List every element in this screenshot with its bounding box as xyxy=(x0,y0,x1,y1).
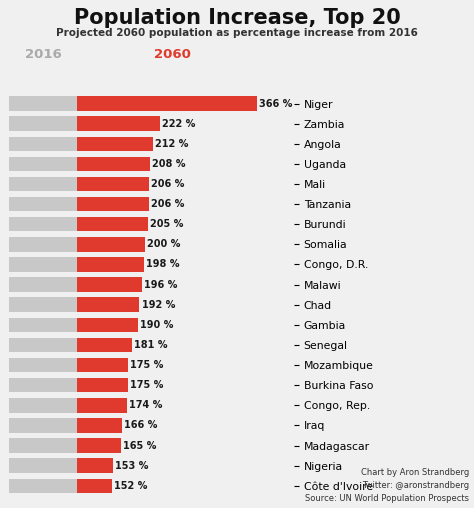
Text: 165 %: 165 % xyxy=(123,440,156,451)
Text: 2060: 2060 xyxy=(154,48,191,61)
Bar xyxy=(9,116,77,131)
Text: 222 %: 222 % xyxy=(162,119,195,129)
Text: 174 %: 174 % xyxy=(129,400,163,410)
Text: Chart by Aron Strandberg
Twitter: @aronstrandberg
Source: UN World Population Pr: Chart by Aron Strandberg Twitter: @arons… xyxy=(305,467,469,503)
Bar xyxy=(9,358,128,372)
Bar xyxy=(9,378,77,392)
Text: 205 %: 205 % xyxy=(150,219,184,229)
Bar xyxy=(9,156,77,171)
Bar xyxy=(9,217,77,232)
Text: 212 %: 212 % xyxy=(155,139,189,149)
Bar xyxy=(9,298,139,312)
Text: 181 %: 181 % xyxy=(134,340,168,350)
Bar xyxy=(9,257,77,272)
Bar xyxy=(9,197,149,211)
Bar xyxy=(9,418,77,433)
Text: Projected 2060 population as percentage increase from 2016: Projected 2060 population as percentage … xyxy=(56,28,418,38)
Text: 152 %: 152 % xyxy=(114,481,148,491)
Bar xyxy=(9,298,77,312)
Bar xyxy=(9,438,77,453)
Bar xyxy=(9,458,113,473)
Text: 208 %: 208 % xyxy=(152,159,186,169)
Bar xyxy=(9,438,121,453)
Text: 190 %: 190 % xyxy=(140,320,173,330)
Bar xyxy=(9,318,138,332)
Text: 198 %: 198 % xyxy=(146,260,179,269)
Text: 175 %: 175 % xyxy=(130,380,164,390)
Bar xyxy=(9,458,77,473)
Bar xyxy=(9,217,148,232)
Bar xyxy=(9,398,77,412)
Text: 166 %: 166 % xyxy=(124,421,157,430)
Bar xyxy=(9,137,153,151)
Text: 153 %: 153 % xyxy=(115,461,148,470)
Bar xyxy=(9,378,128,392)
Bar xyxy=(9,97,77,111)
Text: 192 %: 192 % xyxy=(142,300,175,310)
Bar xyxy=(9,277,142,292)
Text: 200 %: 200 % xyxy=(147,239,180,249)
Text: 206 %: 206 % xyxy=(151,199,184,209)
Bar xyxy=(9,137,77,151)
Text: 206 %: 206 % xyxy=(151,179,184,189)
Bar xyxy=(9,338,132,352)
Bar xyxy=(9,338,77,352)
Bar xyxy=(9,97,257,111)
Bar xyxy=(9,398,128,412)
Bar xyxy=(9,358,77,372)
Bar xyxy=(9,479,112,493)
Text: 2016: 2016 xyxy=(25,48,62,61)
Bar xyxy=(9,197,77,211)
Bar xyxy=(9,237,77,251)
Bar xyxy=(9,177,149,191)
Bar xyxy=(9,156,150,171)
Bar xyxy=(9,177,77,191)
Bar xyxy=(9,116,160,131)
Bar xyxy=(9,479,77,493)
Bar xyxy=(9,318,77,332)
Bar xyxy=(9,237,145,251)
Text: 366 %: 366 % xyxy=(259,99,293,109)
Text: Population Increase, Top 20: Population Increase, Top 20 xyxy=(73,8,401,27)
Bar xyxy=(9,418,122,433)
Text: 175 %: 175 % xyxy=(130,360,164,370)
Text: 196 %: 196 % xyxy=(144,279,178,290)
Bar xyxy=(9,257,144,272)
Bar xyxy=(9,277,77,292)
